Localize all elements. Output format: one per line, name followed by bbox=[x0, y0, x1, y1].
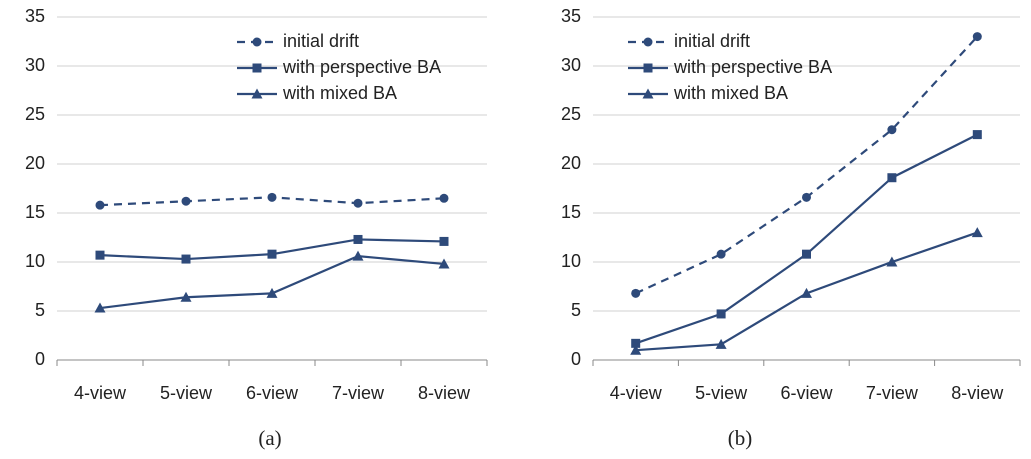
marker bbox=[802, 192, 811, 202]
y-tick-label: 15 bbox=[25, 202, 45, 222]
marker bbox=[353, 198, 363, 208]
marker bbox=[95, 250, 105, 260]
marker bbox=[887, 173, 897, 183]
y-tick-label: 0 bbox=[35, 349, 45, 369]
x-tick-label: 7-view bbox=[332, 383, 385, 403]
legend-marker bbox=[643, 63, 653, 73]
legend-marker bbox=[643, 37, 653, 47]
x-tick-label: 4-view bbox=[74, 383, 127, 403]
marker bbox=[94, 302, 106, 313]
marker bbox=[801, 287, 812, 298]
y-tick-label: 20 bbox=[561, 153, 581, 173]
marker bbox=[802, 249, 811, 259]
legend-marker bbox=[252, 63, 262, 73]
x-tick-label: 6-view bbox=[246, 383, 299, 403]
legend-label: with mixed BA bbox=[673, 83, 788, 103]
marker bbox=[267, 192, 277, 202]
caption: (b) bbox=[728, 426, 753, 450]
marker bbox=[266, 287, 278, 298]
marker bbox=[972, 130, 982, 140]
x-tick-label: 5-view bbox=[695, 383, 748, 403]
marker bbox=[439, 236, 449, 246]
y-tick-label: 35 bbox=[561, 6, 581, 26]
marker bbox=[716, 309, 726, 319]
marker bbox=[267, 249, 277, 259]
marker bbox=[631, 338, 641, 348]
y-tick-label: 0 bbox=[571, 349, 581, 369]
x-tick-label: 7-view bbox=[866, 383, 919, 403]
marker bbox=[972, 32, 982, 42]
marker bbox=[716, 249, 726, 259]
marker bbox=[353, 234, 363, 244]
marker bbox=[886, 256, 898, 267]
x-tick-label: 4-view bbox=[610, 383, 663, 403]
y-tick-label: 30 bbox=[561, 55, 581, 75]
legend-marker bbox=[642, 88, 654, 99]
y-tick-label: 35 bbox=[25, 6, 45, 26]
legend-marker bbox=[251, 88, 263, 99]
y-tick-label: 10 bbox=[561, 251, 581, 271]
marker bbox=[181, 196, 191, 206]
marker bbox=[439, 193, 449, 203]
y-tick-label: 30 bbox=[25, 55, 45, 75]
y-tick-label: 25 bbox=[25, 104, 45, 124]
series-line bbox=[99, 254, 445, 310]
marker bbox=[971, 227, 983, 238]
series-line bbox=[635, 133, 978, 345]
legend-label: with mixed BA bbox=[282, 83, 397, 103]
marker bbox=[631, 288, 641, 298]
x-tick-label: 8-view bbox=[418, 383, 471, 403]
marker bbox=[352, 250, 364, 261]
y-tick-label: 15 bbox=[561, 202, 581, 222]
y-tick-label: 20 bbox=[25, 153, 45, 173]
y-tick-label: 5 bbox=[35, 300, 45, 320]
marker bbox=[715, 338, 727, 349]
x-tick-label: 6-view bbox=[780, 383, 833, 403]
y-tick-label: 10 bbox=[25, 251, 45, 271]
marker bbox=[887, 125, 897, 135]
marker bbox=[180, 291, 192, 302]
y-tick-label: 5 bbox=[571, 300, 581, 320]
legend-label: initial drift bbox=[283, 31, 359, 51]
y-tick-label: 25 bbox=[561, 104, 581, 124]
caption: (a) bbox=[258, 426, 281, 450]
marker bbox=[438, 258, 450, 269]
marker bbox=[630, 344, 642, 355]
marker bbox=[181, 254, 191, 264]
legend-label: initial drift bbox=[674, 31, 750, 51]
legend-label: with perspective BA bbox=[282, 57, 441, 77]
marker bbox=[95, 200, 105, 210]
x-tick-label: 8-view bbox=[951, 383, 1004, 403]
legend-label: with perspective BA bbox=[673, 57, 832, 77]
x-tick-label: 5-view bbox=[160, 383, 213, 403]
legend-marker bbox=[252, 37, 262, 47]
